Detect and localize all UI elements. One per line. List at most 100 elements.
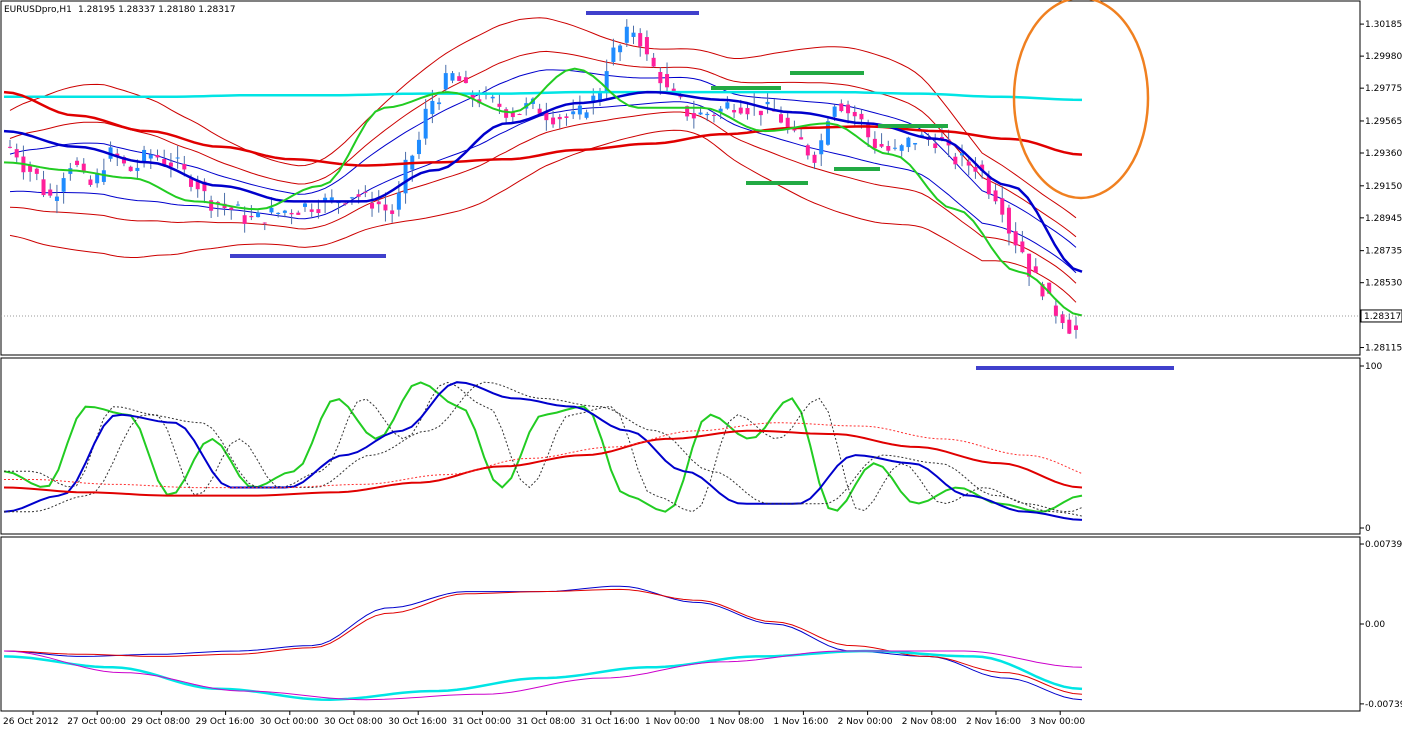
candle-body <box>584 112 589 118</box>
candle-body <box>269 207 274 213</box>
candle-body <box>718 108 723 112</box>
axes: 1.30185 1.29980 1.29775 1.29565 1.29360 1.291… <box>3 11 1402 727</box>
candle-body <box>1033 266 1038 273</box>
candle-body <box>665 74 670 88</box>
candle-body <box>8 146 12 148</box>
candle-body <box>758 110 763 116</box>
candle-body <box>14 149 19 158</box>
oscillator-signal-2 <box>4 422 1083 489</box>
time-axis-tick-label: 30 Oct 16:00 <box>388 717 447 727</box>
candle-body <box>564 116 569 118</box>
annotation-orange-ellipse <box>1012 0 1150 200</box>
candle-body <box>363 191 368 193</box>
time-axis-tick-label: 31 Oct 16:00 <box>581 717 640 727</box>
candle-body <box>302 203 307 207</box>
price-axis-tick-label: 1.28530 <box>1365 279 1402 289</box>
oscillator-plot <box>3 381 1083 521</box>
price-axis-tick-label: 1.30185 <box>1365 20 1402 30</box>
time-axis-tick-label: 30 Oct 08:00 <box>324 717 383 727</box>
middle-band-upper <box>9 50 1077 238</box>
time-axis-tick-label: 26 Oct 2012 <box>3 717 59 727</box>
candle-body <box>490 96 495 99</box>
time-axis-tick-label: 31 Oct 08:00 <box>517 717 576 727</box>
macd-line-3 <box>3 650 1083 701</box>
candle-body <box>1053 305 1058 316</box>
candle-body <box>839 103 844 112</box>
candle-body <box>450 73 455 81</box>
candle-body <box>81 163 86 171</box>
time-axis-tick-label: 2 Nov 16:00 <box>966 717 1021 727</box>
candle-body <box>323 197 328 202</box>
oscillator-signal-1 <box>4 381 1083 517</box>
candle-body <box>732 110 737 113</box>
candle-body <box>423 108 428 139</box>
macd-plot <box>3 585 1083 701</box>
candle-body <box>504 109 509 118</box>
time-axis-tick-label: 30 Oct 00:00 <box>260 717 319 727</box>
price-axis-tick-label: 1.28735 <box>1365 247 1402 257</box>
time-axis-tick-label: 3 Nov 00:00 <box>1030 717 1085 727</box>
candle-body <box>832 106 837 117</box>
candle-body <box>698 112 703 115</box>
time-axis-tick-label: 2 Nov 08:00 <box>902 717 957 727</box>
candle-body <box>262 222 267 224</box>
candle-body <box>289 212 294 215</box>
oscillator-line-0 <box>3 381 1083 513</box>
candle-body <box>182 163 187 170</box>
candle-body <box>624 26 629 43</box>
candle-body <box>370 203 375 209</box>
candle-body <box>913 142 918 145</box>
candle-body <box>879 143 884 147</box>
candle-body <box>993 190 998 202</box>
candle-body <box>276 212 281 214</box>
candle-body <box>611 47 616 62</box>
candle-body <box>1006 207 1011 234</box>
inner-band-lower <box>9 101 1077 274</box>
candle-body <box>644 37 649 55</box>
candle-body <box>121 157 126 164</box>
candle-body <box>229 207 234 210</box>
candle-body <box>866 122 871 138</box>
main-panel <box>0 0 1361 356</box>
candle-body <box>980 164 985 171</box>
candle-body <box>343 203 348 205</box>
candle-body <box>738 107 743 114</box>
candle-body <box>309 209 314 212</box>
candle-body <box>202 181 207 192</box>
price-axis-tick-label: 1.28115 <box>1365 344 1402 354</box>
candle-body <box>195 180 200 190</box>
candle-body <box>651 57 656 67</box>
candle-body <box>551 117 556 125</box>
candle-body <box>1060 314 1065 324</box>
candle-body <box>872 138 877 149</box>
candle-body <box>618 45 623 53</box>
candle-body <box>577 105 582 115</box>
candle-body <box>852 111 857 117</box>
macd-axis-tick-label: -0.00739 <box>1365 700 1402 710</box>
candle-body <box>235 204 240 206</box>
outer-band-upper <box>9 17 1077 219</box>
candle-body <box>242 215 247 224</box>
indicator-line-0 <box>3 90 1083 102</box>
macd-line-2 <box>3 649 1083 701</box>
candle-body <box>678 96 683 98</box>
candle-body <box>973 167 978 172</box>
candle-body <box>846 104 851 114</box>
outer-band-lower <box>9 129 1077 303</box>
candle-body <box>685 106 690 117</box>
candle-body <box>430 100 435 115</box>
symbol-label: EURUSDpro,H1 <box>4 5 72 15</box>
candle-body <box>162 158 167 166</box>
indicator-line-2 <box>3 90 1083 273</box>
candle-body <box>249 215 254 218</box>
candle-body <box>189 178 194 187</box>
price-axis-tick-label: 1.29565 <box>1365 117 1402 127</box>
price-axis-tick-label: 1.28945 <box>1365 214 1402 224</box>
candle-body <box>168 162 173 167</box>
candle-body <box>1020 241 1025 253</box>
candle-body <box>376 201 381 205</box>
time-axis-tick-label: 31 Oct 00:00 <box>452 717 511 727</box>
candle-body <box>691 113 696 119</box>
candle-body <box>745 108 750 115</box>
